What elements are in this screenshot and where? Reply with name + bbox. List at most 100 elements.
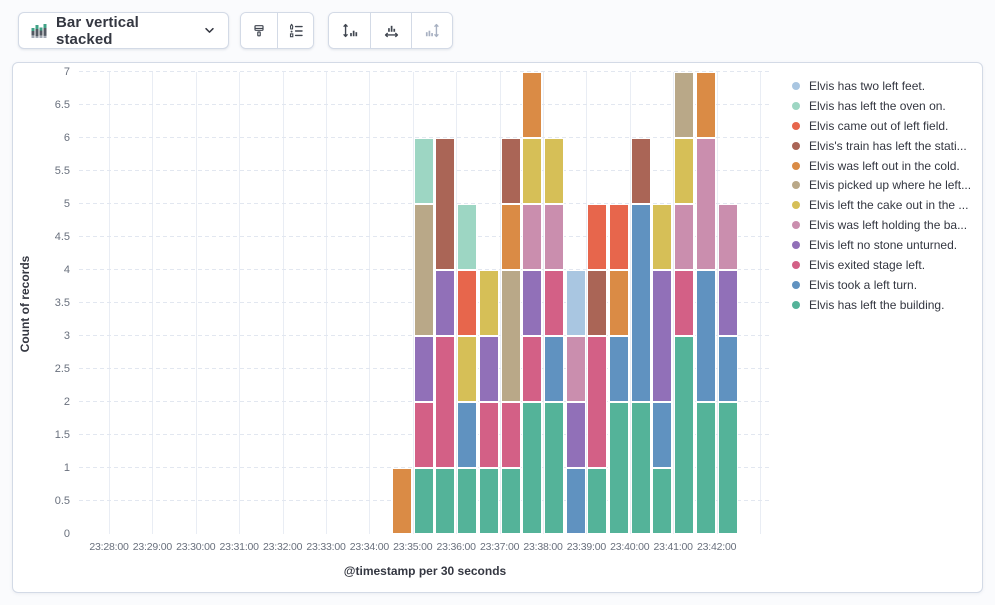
y-tick-label: 4 (63, 264, 70, 276)
legend-series-label: Elvis has left the oven on. (809, 98, 946, 113)
bar-segment[interactable] (717, 402, 738, 534)
left-axis-button[interactable] (329, 13, 370, 48)
bar-segment[interactable] (457, 336, 478, 402)
bar-segment[interactable] (652, 204, 673, 270)
legend-series-dot (792, 141, 800, 150)
x-tick-label: 23:29:00 (132, 541, 173, 553)
bar-segment[interactable] (478, 336, 499, 402)
legend-item[interactable]: Elvis was left out in the cold. (792, 156, 977, 176)
bar-segment[interactable] (587, 204, 608, 270)
y-tick-label: 2.5 (54, 363, 70, 375)
bar-segment[interactable] (500, 270, 521, 402)
bar-segment[interactable] (674, 72, 695, 138)
bar-segment[interactable] (630, 138, 651, 204)
vertical-gridline (326, 72, 327, 534)
bar-segment[interactable] (630, 402, 651, 534)
vertical-gridline (673, 72, 675, 534)
bar-segment[interactable] (587, 336, 608, 468)
bar-segment[interactable] (522, 270, 543, 336)
stacked-bar (413, 138, 434, 534)
legend-item[interactable]: Elvis came out of left field. (792, 116, 977, 136)
bar-segment[interactable] (413, 138, 434, 204)
stacked-bar (500, 138, 521, 534)
bar-segment[interactable] (435, 138, 456, 270)
bar-segment[interactable] (435, 336, 456, 468)
bar-segment[interactable] (522, 204, 543, 270)
bottom-axis-button[interactable] (370, 13, 411, 48)
bar-segment[interactable] (478, 402, 499, 468)
bar-segment[interactable] (565, 402, 586, 468)
axis-right-icon (425, 23, 439, 38)
bar-segment[interactable] (543, 402, 564, 534)
bar-segment[interactable] (457, 468, 478, 534)
bar-segment[interactable] (392, 468, 412, 534)
legend-item[interactable]: Elvis has two left feet. (792, 76, 977, 96)
bar-segment[interactable] (500, 138, 521, 204)
bar-segment[interactable] (609, 270, 629, 336)
legend-series-label: Elvis was left holding the ba... (809, 218, 968, 233)
legend-series-dot (792, 181, 800, 190)
legend-item[interactable]: Elvis left the cake out in the ... (792, 195, 977, 215)
bar-segment[interactable] (609, 402, 629, 534)
bar-segment[interactable] (522, 402, 543, 534)
bar-segment[interactable] (457, 270, 478, 336)
bar-segment[interactable] (717, 336, 738, 402)
bar-segment[interactable] (522, 336, 543, 402)
bar-segment[interactable] (695, 72, 716, 138)
x-tick-label: 23:39:00 (566, 541, 607, 553)
legend-item[interactable]: Elvis took a left turn. (792, 275, 977, 295)
bar-segment[interactable] (609, 204, 629, 270)
bar-segment[interactable] (565, 468, 586, 534)
bar-segment[interactable] (565, 270, 586, 336)
bar-segment[interactable] (413, 468, 434, 534)
bar-segment[interactable] (500, 468, 521, 534)
bar-segment[interactable] (652, 468, 673, 534)
bar-segment[interactable] (543, 270, 564, 336)
legend-item[interactable]: Elvis has left the oven on. (792, 96, 977, 116)
legend-series-label: Elvis took a left turn. (809, 277, 918, 292)
bar-segment[interactable] (413, 336, 434, 402)
bar-segment[interactable] (543, 336, 564, 402)
bar-segment[interactable] (609, 336, 629, 402)
bar-segment[interactable] (457, 204, 478, 270)
legend-item[interactable]: Elvis was left holding the ba... (792, 215, 977, 235)
bar-segment[interactable] (543, 138, 564, 204)
bar-segment[interactable] (717, 270, 738, 336)
bar-segment[interactable] (522, 72, 543, 138)
bar-segment[interactable] (413, 402, 434, 468)
legend-item[interactable]: Elvis has left the building. (792, 295, 977, 315)
axis-left-icon (343, 23, 358, 38)
bar-segment[interactable] (435, 468, 456, 534)
bar-segment[interactable] (674, 204, 695, 270)
bar-segment[interactable] (478, 270, 499, 336)
bar-segment[interactable] (674, 270, 695, 336)
bar-segment[interactable] (695, 138, 716, 270)
bar-segment[interactable] (500, 204, 521, 270)
chart-type-dropdown[interactable]: Bar vertical stacked (18, 12, 229, 49)
bar-segment[interactable] (435, 270, 456, 336)
bar-segment[interactable] (543, 204, 564, 270)
bar-segment[interactable] (652, 270, 673, 402)
bar-segment[interactable] (478, 468, 499, 534)
bar-segment[interactable] (674, 138, 695, 204)
legend-item[interactable]: Elvis's train has left the stati... (792, 136, 977, 156)
bar-segment[interactable] (630, 204, 651, 402)
brush-settings-button[interactable] (241, 13, 277, 48)
legend-settings-button[interactable] (277, 13, 313, 48)
legend-item[interactable]: Elvis exited stage left. (792, 255, 977, 275)
bar-segment[interactable] (413, 204, 434, 336)
stacked-bar (652, 204, 673, 534)
bar-segment[interactable] (500, 402, 521, 468)
bar-segment[interactable] (587, 270, 608, 336)
bar-segment[interactable] (652, 402, 673, 468)
legend-item[interactable]: Elvis picked up where he left... (792, 175, 977, 195)
bar-segment[interactable] (522, 138, 543, 204)
bar-segment[interactable] (587, 468, 608, 534)
bar-segment[interactable] (565, 336, 586, 402)
bar-segment[interactable] (717, 204, 738, 270)
legend-item[interactable]: Elvis left no stone unturned. (792, 235, 977, 255)
bar-segment[interactable] (695, 402, 716, 534)
bar-segment[interactable] (457, 402, 478, 468)
bar-segment[interactable] (674, 336, 695, 534)
bar-segment[interactable] (695, 270, 716, 402)
